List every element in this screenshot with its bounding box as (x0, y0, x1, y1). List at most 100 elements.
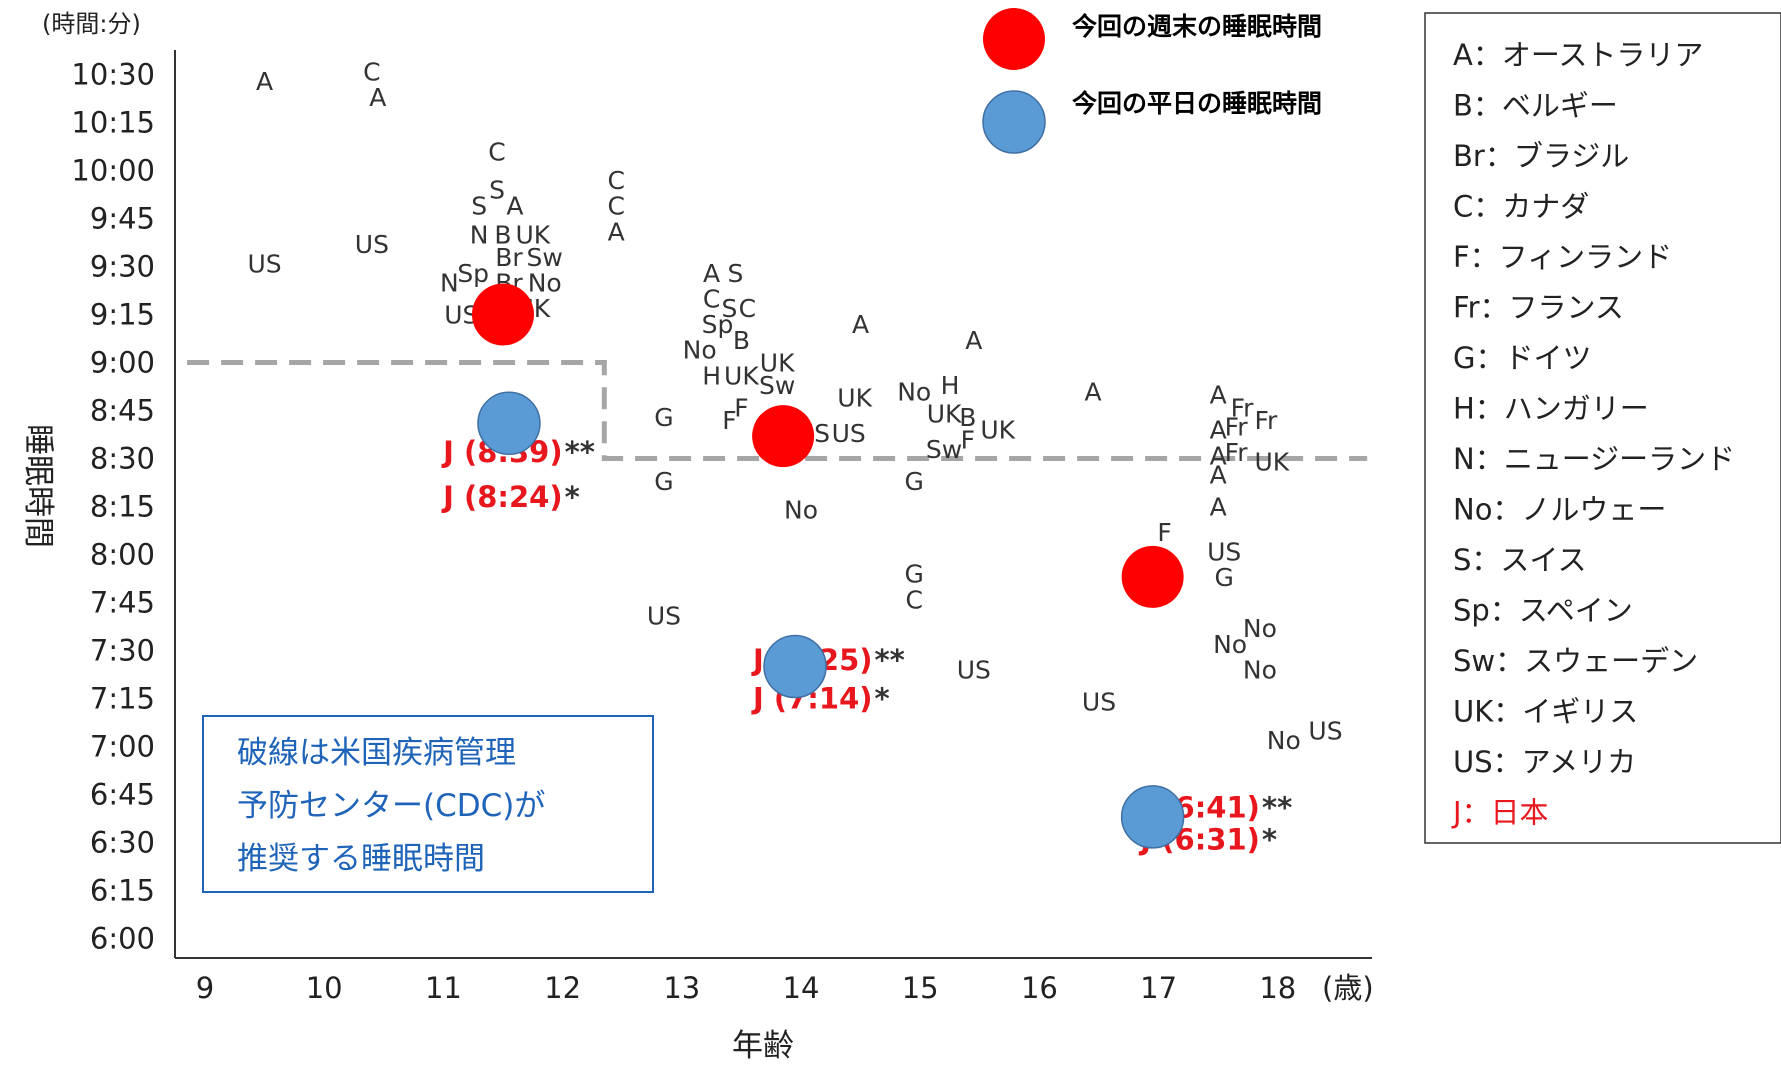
annotation-line-2: 予防センター(CDC)が (237, 788, 545, 824)
legend-marker-weekday (982, 90, 1046, 154)
y-tick-label: 9:15 (90, 298, 155, 332)
country-point: C (608, 192, 625, 221)
country-point: No (1243, 656, 1277, 685)
country-point: No (1267, 726, 1301, 755)
japan-significance-mark: ** (875, 643, 905, 677)
y-tick-label: 7:15 (90, 682, 155, 716)
country-legend-item: Sw：スウェーデン (1453, 644, 1698, 678)
country-point: US (1207, 537, 1241, 566)
weekend-sleep-point (1121, 545, 1184, 608)
country-point: US (1308, 717, 1342, 746)
country-point: G (1214, 563, 1233, 592)
legend-marker-weekend (983, 8, 1045, 70)
country-point: A (1084, 377, 1101, 406)
country-point: B (733, 326, 750, 355)
legend-label-weekend: 今回の週末の睡眠時間 (1072, 12, 1322, 41)
country-legend-item: J：日本 (1451, 796, 1549, 830)
japan-significance-mark: * (565, 480, 580, 514)
country-point: UK (724, 361, 759, 390)
y-tick-label: 9:30 (90, 250, 155, 284)
country-point: B (494, 221, 511, 250)
country-legend-item: N：ニュージーランド (1453, 442, 1735, 476)
x-axis: 9 10 11 12 13 14 15 16 17 18 (196, 971, 1296, 1005)
country-legend-item: C：カナダ (1453, 190, 1589, 224)
country-point: UK (1254, 448, 1289, 477)
x-tick-label: 18 (1259, 971, 1296, 1005)
country-legend-item: US：アメリカ (1453, 745, 1636, 779)
country-point: C (703, 285, 720, 314)
country-point: C (488, 137, 505, 166)
country-point: C (608, 166, 625, 195)
y-tick-label: 6:45 (90, 778, 155, 812)
cdc-recommendation-lines (187, 360, 1368, 461)
country-points: ACAUSUSCSSANBUKBrSwNSpBrNoUSUKCCAASCSCSp… (248, 57, 1343, 755)
country-legend-item: Fr：フランス (1453, 291, 1624, 325)
country-point: UK (837, 384, 872, 413)
country-point: F (734, 393, 748, 422)
country-point: A (1210, 461, 1227, 490)
country-legend-item: Br：ブラジル (1453, 139, 1629, 173)
country-point: A (1210, 381, 1227, 410)
y-tick-label: 8:15 (90, 490, 155, 524)
cdc-dashed-line (187, 360, 1368, 461)
country-point: G (905, 560, 924, 589)
country-point: No (1243, 614, 1277, 643)
country-point: A (852, 310, 869, 339)
weekend-sleep-point (472, 283, 534, 346)
country-point: US (832, 419, 866, 448)
country-point: UK (515, 221, 550, 250)
country-point: C (906, 585, 923, 614)
country-point: Fr (1225, 438, 1249, 467)
country-legend-item: Sp：スペイン (1453, 594, 1633, 628)
country-legend-item: G：ドイツ (1453, 341, 1591, 375)
country-point: US (1082, 688, 1116, 717)
country-legend-item: B：ベルギー (1453, 89, 1618, 123)
country-point: UK (927, 400, 962, 429)
country-point: A (703, 259, 720, 288)
country-point: Sw (926, 435, 962, 464)
country-point: F (722, 406, 736, 435)
weekday-sleep-point (1120, 785, 1185, 849)
y-axis-title: 睡眠時間 (20, 424, 56, 548)
country-point: No (897, 377, 931, 406)
y-tick-label: 9:45 (90, 202, 155, 236)
y-tick-label: 10:15 (71, 106, 155, 140)
country-point: No (784, 496, 818, 525)
country-point: A (256, 67, 273, 96)
country-point: Fr (1254, 406, 1278, 435)
country-point: US (355, 230, 389, 259)
country-point: B (959, 403, 976, 432)
country-point: Sp (702, 310, 734, 339)
country-point: F (1157, 518, 1171, 547)
y-tick-label: 7:30 (90, 634, 155, 668)
legend-label-weekday: 今回の平日の睡眠時間 (1072, 89, 1322, 118)
series-legend: 今回の週末の睡眠時間 今回の平日の睡眠時間 (982, 8, 1322, 154)
x-tick-label: 13 (663, 971, 700, 1005)
annotation-box: 破線は米国疾病管理 予防センター(CDC)が 推奨する睡眠時間 (202, 715, 654, 893)
y-tick-label: 8:30 (90, 442, 155, 476)
x-tick-label: 9 (196, 971, 214, 1005)
country-point: Fr (1225, 413, 1249, 442)
y-tick-label: 6:15 (90, 874, 155, 908)
country-point: A (1210, 493, 1227, 522)
country-point: N (470, 221, 489, 250)
weekend-sleep-point (752, 405, 815, 468)
japan-significance-mark: ** (1262, 790, 1292, 824)
y-tick-label: 10:00 (71, 154, 155, 188)
y-tick-label: 6:30 (90, 826, 155, 860)
y-tick-label: 10:30 (71, 58, 155, 92)
country-point: Br (495, 243, 523, 272)
weekday-sleep-point (477, 391, 541, 456)
y-tick-label: 7:45 (90, 586, 155, 620)
japan-significance-mark: * (875, 682, 890, 716)
country-point: S (728, 259, 744, 288)
country-point: US (647, 601, 681, 630)
country-point: A (1210, 441, 1227, 470)
y-tick-label: 8:45 (90, 394, 155, 428)
country-point: US (957, 656, 991, 685)
x-tick-label: 10 (306, 971, 343, 1005)
country-point: Fr (1231, 393, 1255, 422)
japan-significance-mark: ** (565, 435, 595, 469)
country-legend-item: A：オーストラリア (1453, 38, 1703, 72)
country-legend: A：オーストラリア B：ベルギー Br：ブラジル C：カナダ F：フィンランド Fr：フラ… (1424, 12, 1781, 844)
